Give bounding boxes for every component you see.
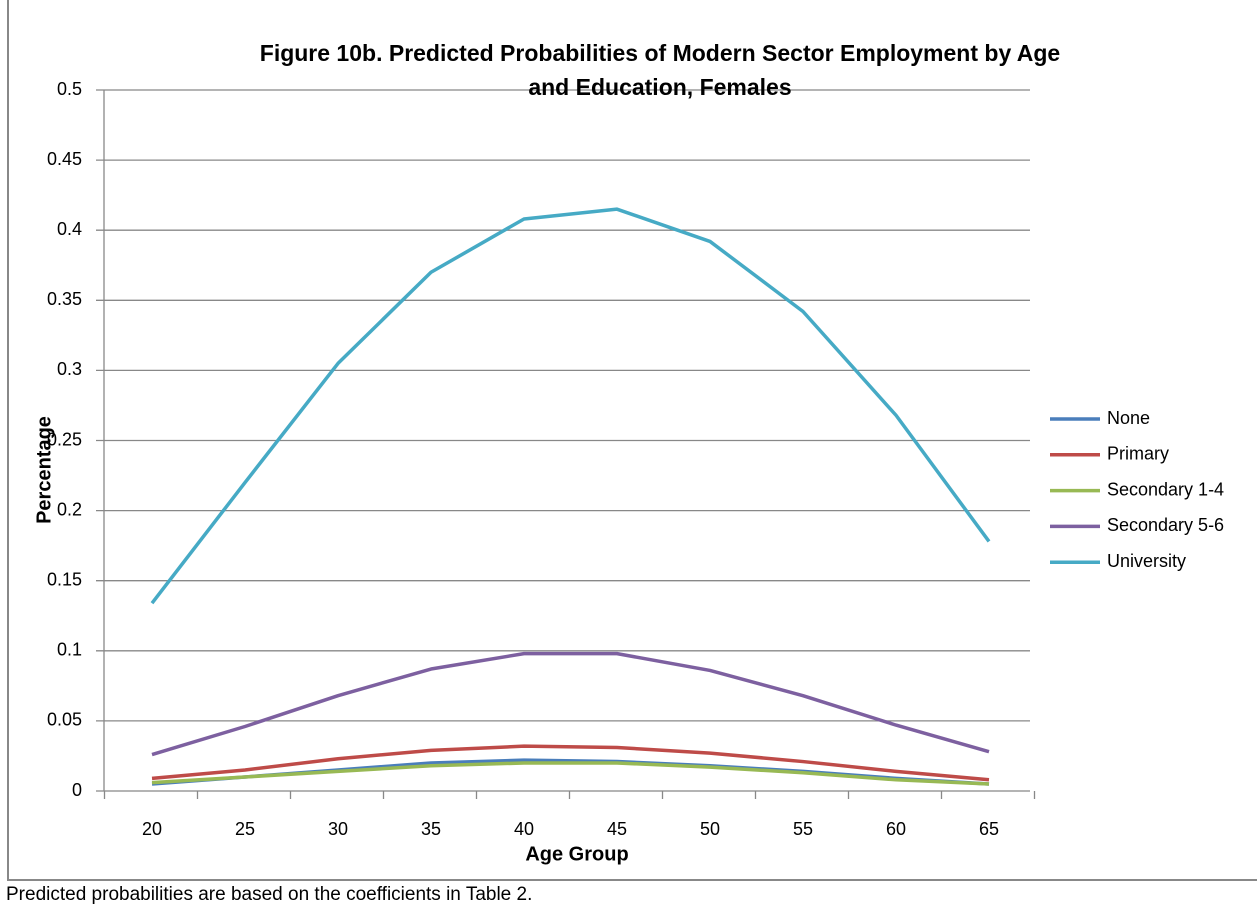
footnote: Predicted probabilities are based on the… [6,884,533,905]
y-tick-label: 0.45 [47,149,82,169]
y-tick-label: 0.15 [47,569,82,589]
legend-label: Secondary 1-4 [1107,479,1224,499]
chart-title: Figure 10b. Predicted Probabilities of M… [259,40,1061,100]
x-tick-label: 20 [142,819,162,839]
y-tick-label: 0.05 [47,710,82,730]
y-tick-label: 0.2 [57,499,82,519]
y-tick-label: 0.3 [57,359,82,379]
y-tick-label: 0.1 [57,640,82,660]
x-tick-label: 40 [514,819,534,839]
y-tick-label: 0.35 [47,289,82,309]
x-tick-label: 30 [328,819,348,839]
x-tick-label: 60 [886,819,906,839]
x-tick-label: 55 [793,819,813,839]
series-line [151,761,990,786]
y-axis-label: Percentage [33,416,55,524]
y-tick-label: 0.25 [47,429,82,449]
legend-label: None [1107,408,1150,428]
chart-frame [7,0,1257,881]
x-tick-label: 50 [700,819,720,839]
legend-label: Secondary 5-6 [1107,515,1224,535]
legend-label: Primary [1107,444,1169,464]
series-line [151,744,990,782]
legend-label: University [1107,551,1186,571]
x-tick-label: 45 [607,819,627,839]
x-tick-label: 35 [421,819,441,839]
series-line [151,651,990,757]
x-axis-label: Age Group [525,843,628,865]
x-tick-label: 25 [235,819,255,839]
x-tick-label: 65 [979,819,999,839]
y-tick-label: 0.5 [57,79,82,99]
series-line [150,207,991,605]
y-tick-label: 0.4 [57,219,82,239]
y-tick-label: 0 [72,780,82,800]
